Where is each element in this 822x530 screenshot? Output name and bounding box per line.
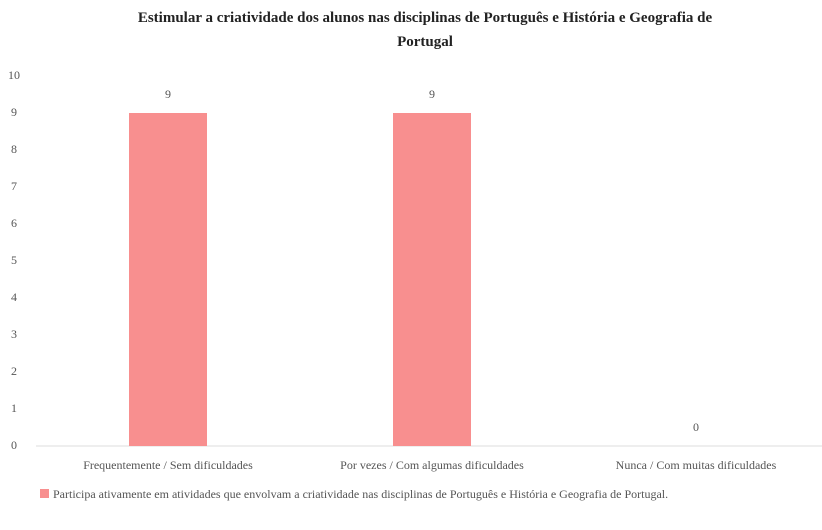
y-tick-label: 8 — [11, 142, 17, 156]
legend-swatch — [40, 489, 49, 498]
y-tick-label: 6 — [11, 216, 17, 230]
y-tick-label: 7 — [11, 179, 17, 193]
legend: Participa ativamente em atividades que e… — [40, 486, 810, 502]
chart-title: Estimular a criatividade dos alunos nas … — [137, 10, 713, 50]
x-tick-label: Nunca / Com muitas dificuldades — [616, 458, 777, 472]
data-label: 9 — [165, 87, 171, 101]
x-tick-label: Frequentemente / Sem dificuldades — [83, 458, 253, 472]
y-tick-label: 9 — [11, 105, 17, 119]
bar — [393, 113, 471, 446]
data-label: 0 — [693, 420, 699, 434]
y-tick-label: 10 — [8, 68, 20, 82]
y-tick-label: 3 — [11, 327, 17, 341]
x-tick-label: Por vezes / Com algumas dificuldades — [340, 458, 524, 472]
y-tick-label: 4 — [11, 290, 17, 304]
y-tick-label: 0 — [11, 438, 17, 452]
y-tick-label: 5 — [11, 253, 17, 267]
bar — [129, 113, 207, 446]
y-tick-label: 2 — [11, 364, 17, 378]
y-tick-label: 1 — [11, 401, 17, 415]
data-label: 9 — [429, 87, 435, 101]
legend-label: Participa ativamente em atividades que e… — [53, 487, 669, 501]
